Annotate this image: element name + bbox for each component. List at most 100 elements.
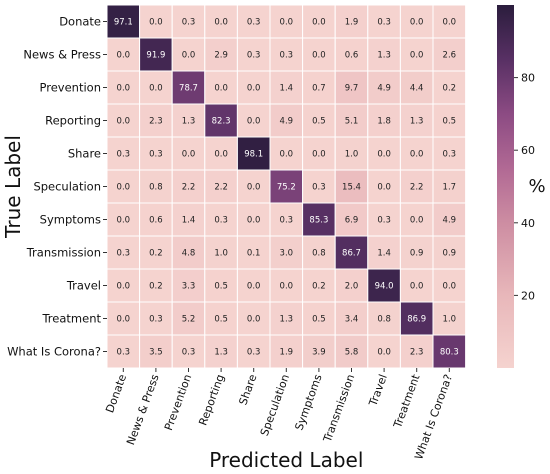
- cell-value: 4.9: [377, 84, 391, 94]
- cell-value: 0.0: [182, 51, 196, 61]
- cell-value: 6.9: [345, 216, 359, 226]
- cell-speculation-speculation: [269, 169, 304, 204]
- cell-value: 15.4: [342, 183, 361, 193]
- cell-value: 3.5: [149, 348, 163, 358]
- cell-value: 2.0: [345, 282, 359, 292]
- cell-value: 0.0: [117, 51, 131, 61]
- cell-share-share: [236, 136, 271, 171]
- cell-transmission-treatment: [399, 235, 434, 270]
- row-label-speculation: Speculation: [33, 180, 101, 194]
- cell-value: 3.9: [312, 348, 326, 358]
- cell-news-press-transmission: [334, 37, 369, 72]
- cell-value: 0.3: [117, 348, 131, 358]
- cell-value: 0.5: [312, 117, 326, 127]
- cell-value: 1.7: [443, 183, 457, 193]
- colorbar-ticks: 20 40 60 80: [514, 72, 535, 302]
- cell-donate-news-press: [139, 4, 173, 39]
- cell-share-donate: [106, 136, 141, 171]
- cell-value: 0.0: [410, 150, 424, 160]
- cell-symptoms-travel: [367, 202, 401, 237]
- cell-what-is-corona-travel: [367, 334, 401, 369]
- cell-value: 0.0: [214, 84, 228, 94]
- cell-value: 5.8: [345, 348, 359, 358]
- cell-treatment-what-is-corona: [432, 301, 467, 336]
- cell-symptoms-prevention: [171, 202, 206, 237]
- cell-value: 0.3: [214, 216, 228, 226]
- cell-value: 85.3: [309, 216, 328, 226]
- cell-value: 0.0: [410, 18, 424, 28]
- cell-value: 3.4: [345, 315, 359, 325]
- cell-donate-what-is-corona: [432, 4, 467, 39]
- cell-prevention-travel: [367, 70, 401, 105]
- cell-value: 0.0: [443, 18, 457, 28]
- col-label-news-press: News & Press: [124, 372, 162, 446]
- cell-value: 0.0: [280, 150, 294, 160]
- cell-value: 0.0: [247, 183, 261, 193]
- cell-value: 86.7: [342, 249, 361, 259]
- cell-donate-treatment: [399, 4, 434, 39]
- cell-value: 0.0: [280, 18, 294, 28]
- cell-what-is-corona-news-press: [139, 334, 173, 369]
- cell-share-reporting: [204, 136, 238, 171]
- cell-value: 0.3: [149, 150, 163, 160]
- cell-share-news-press: [139, 136, 173, 171]
- cell-value: 1.3: [182, 117, 196, 127]
- cell-symptoms-news-press: [139, 202, 173, 237]
- cell-value: 0.8: [312, 249, 326, 259]
- cell-symptoms-symptoms: [302, 202, 336, 237]
- row-label-prevention: Prevention: [40, 81, 101, 95]
- row-label-share: Share: [68, 147, 101, 161]
- cell-travel-symptoms: [302, 268, 336, 303]
- cell-value: 0.6: [345, 51, 359, 61]
- cell-value: 0.0: [182, 150, 196, 160]
- cell-value: 0.3: [247, 51, 261, 61]
- cell-what-is-corona-what-is-corona: [432, 334, 467, 369]
- cell-treatment-travel: [367, 301, 401, 336]
- cell-value: 1.8: [377, 117, 391, 127]
- cell-donate-speculation: [269, 4, 304, 39]
- cell-value: 0.6: [149, 216, 163, 226]
- cell-value: 0.3: [443, 150, 457, 160]
- cell-speculation-reporting: [204, 169, 238, 204]
- cell-value: 0.2: [312, 282, 326, 292]
- cell-symptoms-transmission: [334, 202, 369, 237]
- col-label-travel: Travel: [366, 373, 390, 409]
- cell-value: 0.5: [214, 282, 228, 292]
- cell-value: 1.0: [214, 249, 228, 259]
- cell-value: 0.0: [247, 117, 261, 127]
- cell-value: 82.3: [212, 117, 231, 127]
- cell-value: 0.0: [247, 84, 261, 94]
- cell-what-is-corona-treatment: [399, 334, 434, 369]
- cell-value: 0.0: [410, 51, 424, 61]
- cell-value: 1.3: [280, 315, 294, 325]
- cell-news-press-treatment: [399, 37, 434, 72]
- cell-treatment-prevention: [171, 301, 206, 336]
- cell-value: 0.3: [377, 216, 391, 226]
- cell-transmission-news-press: [139, 235, 173, 270]
- cell-speculation-what-is-corona: [432, 169, 467, 204]
- row-label-symptoms: Symptoms: [40, 213, 101, 227]
- cell-value: 0.3: [247, 348, 261, 358]
- cell-value: 5.1: [345, 117, 359, 127]
- cell-value: 4.9: [443, 216, 457, 226]
- cell-value: 0.0: [117, 117, 131, 127]
- cell-value: 0.2: [443, 84, 457, 94]
- cell-transmission-share: [236, 235, 271, 270]
- cell-news-press-travel: [367, 37, 401, 72]
- cell-travel-what-is-corona: [432, 268, 467, 303]
- cell-symptoms-what-is-corona: [432, 202, 467, 237]
- cell-value: 0.0: [247, 282, 261, 292]
- colorbar: [497, 5, 514, 368]
- cell-value: 2.2: [182, 183, 196, 193]
- cell-value: 1.4: [280, 84, 294, 94]
- cell-value: 0.0: [117, 84, 131, 94]
- cell-transmission-transmission: [334, 235, 369, 270]
- cell-value: 0.3: [117, 249, 131, 259]
- cell-value: 0.0: [214, 150, 228, 160]
- cell-value: 0.9: [410, 249, 424, 259]
- cell-share-travel: [367, 136, 401, 171]
- cell-value: 0.7: [312, 84, 326, 94]
- cell-value: 3.3: [182, 282, 196, 292]
- cell-value: 1.4: [182, 216, 196, 226]
